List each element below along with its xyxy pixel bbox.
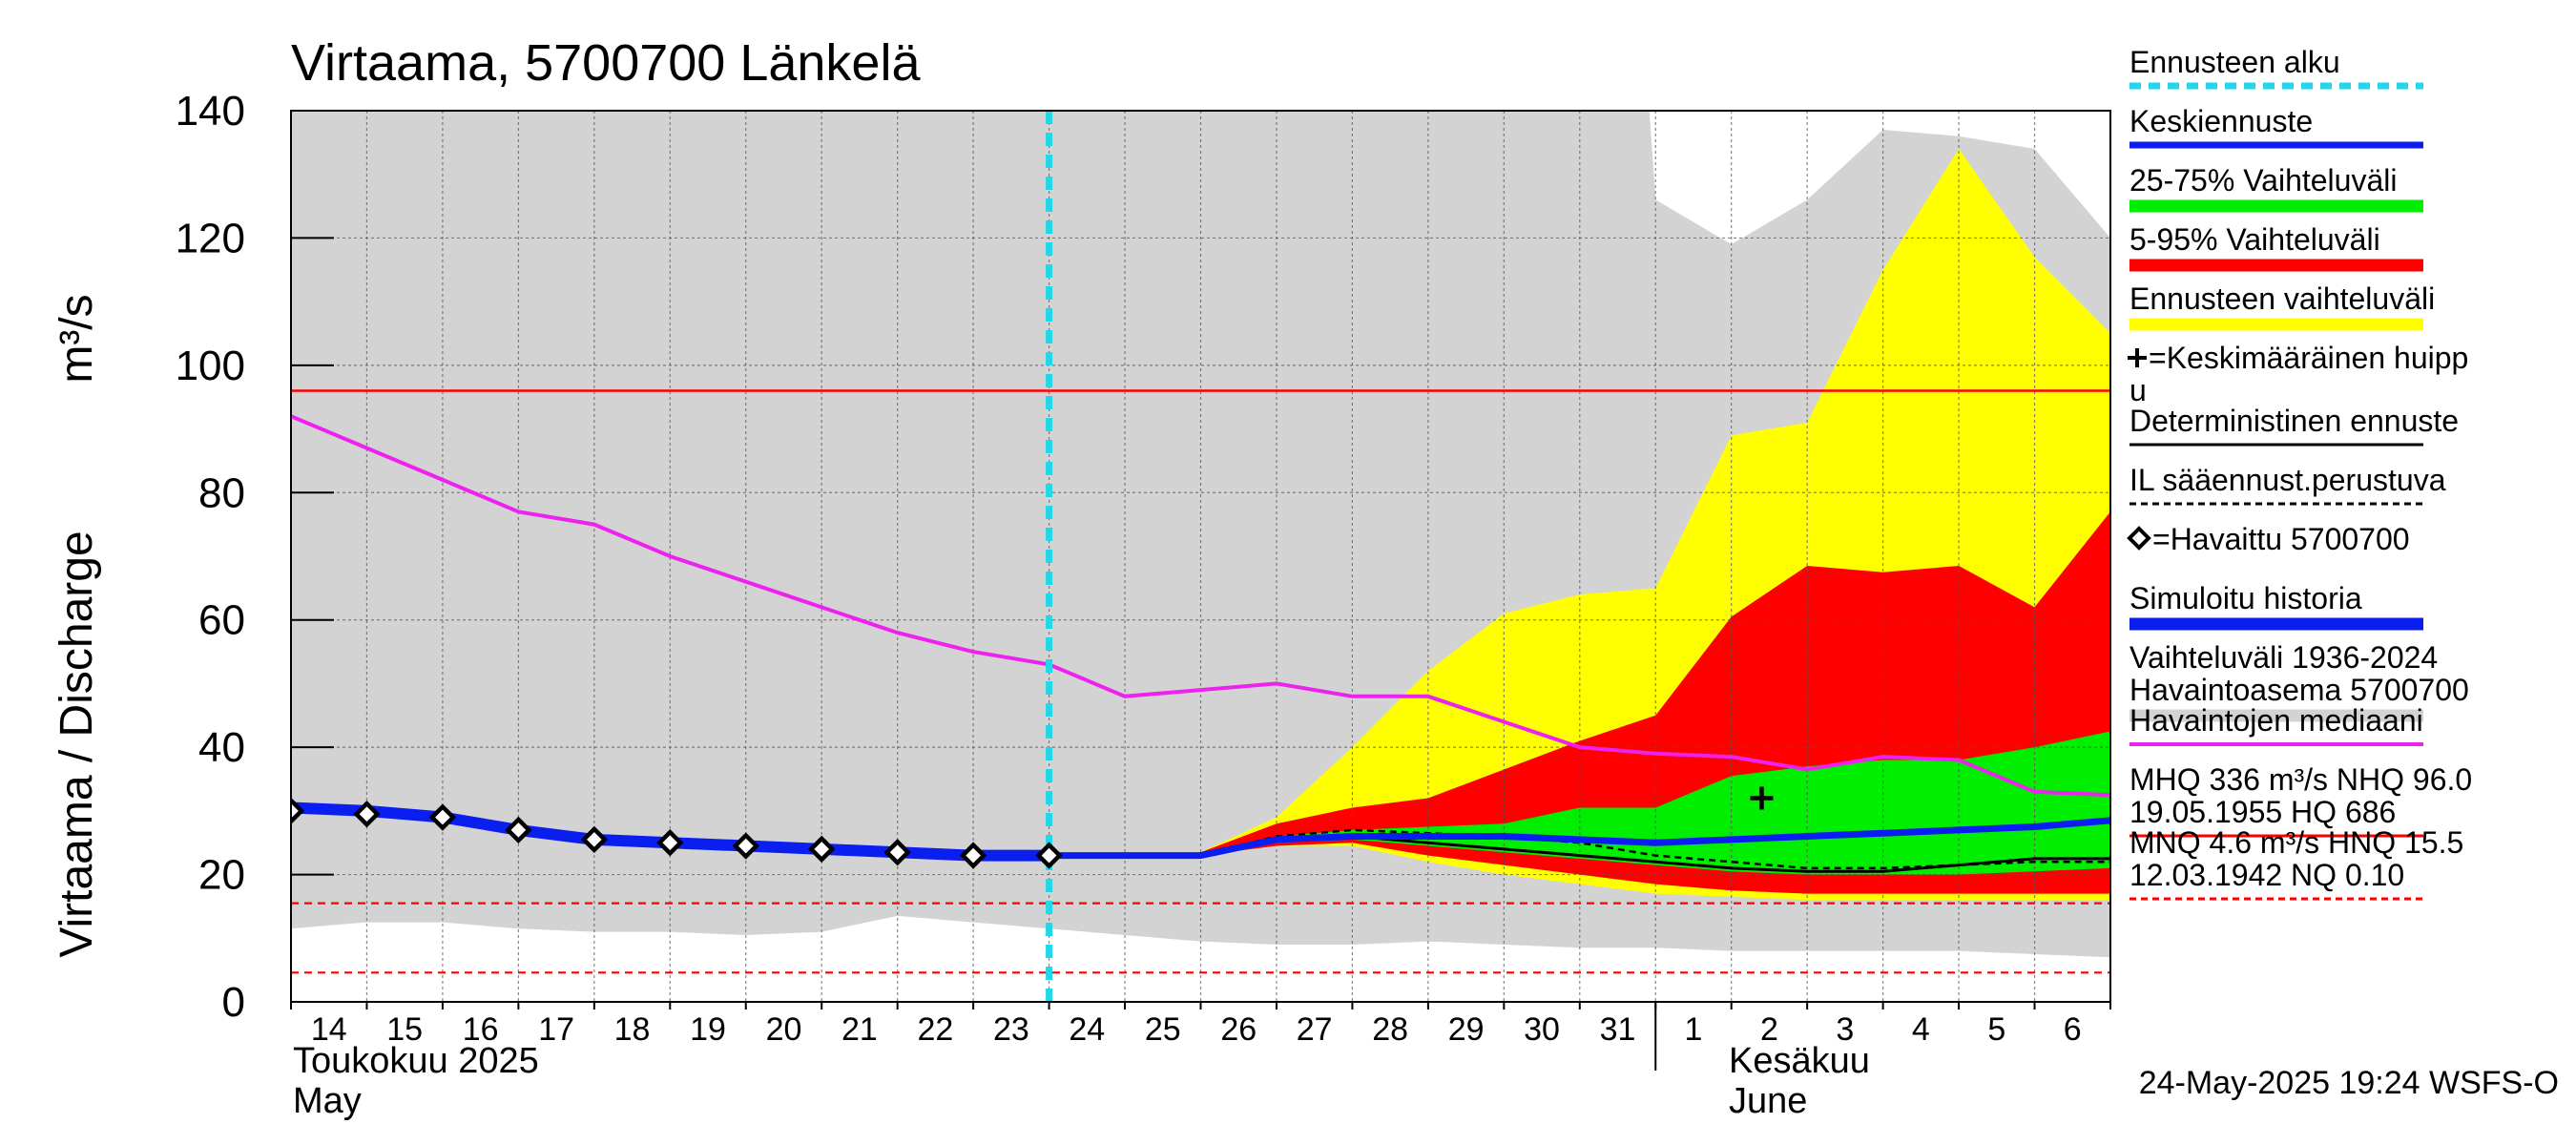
observed-point — [883, 839, 911, 866]
legend-label: Havaintojen mediaani — [2129, 703, 2423, 738]
y-axis-unit: m³/s — [52, 294, 102, 383]
legend-item-p25_75: 25-75% Vaihteluväli — [2129, 163, 2423, 213]
x-tick-label: 21 — [841, 1011, 878, 1048]
legend-label: MNQ 4.6 m³/s HNQ 15.5 — [2129, 825, 2463, 860]
legend-item-mean_forecast: Keskiennuste — [2129, 104, 2423, 149]
legend-item-simulated: Simuloitu historia — [2129, 581, 2423, 631]
legend-label-2: 12.03.1942 NQ 0.10 — [2129, 858, 2404, 892]
x-tick-label: 29 — [1448, 1011, 1485, 1048]
legend-label: Vaihteluväli 1936-2024 — [2129, 640, 2438, 675]
legend-label: Ennusteen alku — [2129, 45, 2340, 79]
timestamp: 24-May-2025 19:24 WSFS-O — [2139, 1065, 2559, 1101]
observed-point — [808, 835, 836, 864]
mean-forecast-line — [1049, 817, 2110, 860]
plot-area — [291, 111, 2110, 1002]
legend-item-observed: =Havaittu 5700700 — [2127, 522, 2410, 556]
legend-item-forecast_start: Ennusteen alku — [2129, 45, 2423, 90]
x-tick-label: 26 — [1220, 1011, 1257, 1048]
x-tick-label: 5 — [1987, 1011, 2005, 1048]
x-tick-label: 27 — [1297, 1011, 1333, 1048]
legend-item-mnq: MNQ 4.6 m³/s HNQ 15.512.03.1942 NQ 0.10 — [2129, 825, 2463, 901]
legend-item-deterministic: Deterministinen ennuste — [2129, 404, 2459, 447]
legend-label-2: u — [2129, 373, 2147, 407]
legend-label: 25-75% Vaihteluväli — [2129, 163, 2397, 198]
x-tick-label: 22 — [917, 1011, 953, 1048]
observed-point — [732, 832, 759, 860]
legend-item-hist_range: Vaihteluväli 1936-2024 Havaintoasema 570… — [2129, 640, 2469, 722]
x-tick-label: 17 — [538, 1011, 574, 1048]
x-tick-label: 15 — [386, 1011, 423, 1048]
mean-peak-marker — [1750, 786, 1774, 810]
x-tick-label: 3 — [1836, 1011, 1854, 1048]
x-tick-label: 16 — [463, 1011, 499, 1048]
y-tick-label: 140 — [176, 88, 245, 135]
y-tick-label: 20 — [198, 852, 245, 899]
x-tick-label: 14 — [311, 1011, 347, 1048]
x-tick-label: 23 — [993, 1011, 1029, 1048]
legend-label: Simuloitu historia — [2129, 581, 2362, 615]
x-tick-label: 4 — [1912, 1011, 1930, 1048]
legend-label: IL sääennust.perustuva — [2129, 463, 2446, 497]
legend-label: Keskiennuste — [2129, 104, 2313, 138]
month-label-may-en: May — [293, 1081, 362, 1121]
legend-label: =Havaittu 5700700 — [2152, 522, 2410, 556]
plot-content — [291, 111, 2110, 1002]
legend-peak-icon — [2128, 348, 2147, 367]
month-label-june-en: June — [1729, 1081, 1807, 1121]
observed-point — [291, 797, 305, 825]
y-tick-label: 60 — [198, 597, 245, 644]
y-tick-label: 100 — [176, 343, 245, 389]
legend-label: MHQ 336 m³/s NHQ 96.0 — [2129, 762, 2472, 797]
observed-point — [959, 842, 987, 869]
x-tick-label: 31 — [1600, 1011, 1636, 1048]
y-tick-label: 80 — [198, 469, 245, 516]
median-line — [291, 414, 2110, 798]
y-tick-label: 0 — [222, 979, 245, 1026]
x-tick-label: 18 — [614, 1011, 651, 1048]
x-tick-label: 19 — [690, 1011, 726, 1048]
y-tick-label: 120 — [176, 215, 245, 261]
legend-label: 5-95% Vaihteluväli — [2129, 222, 2380, 257]
x-tick-label: 25 — [1145, 1011, 1181, 1048]
legend-observed-icon — [2127, 526, 2151, 551]
x-tick-label: 2 — [1760, 1011, 1778, 1048]
legend-item-mhq: MHQ 336 m³/s NHQ 96.019.05.1955 HQ 686 — [2129, 762, 2472, 838]
month-label-may-fi: Toukokuu 2025 — [293, 1041, 539, 1081]
legend-label: =Keskimääräinen huipp — [2149, 341, 2468, 375]
x-tick-label: 24 — [1069, 1011, 1105, 1048]
x-tick-label: 6 — [2064, 1011, 2082, 1048]
legend-item-p5_95: 5-95% Vaihteluväli — [2129, 222, 2423, 272]
x-tick-label: 1 — [1685, 1011, 1703, 1048]
legend-item-median: Havaintojen mediaani — [2129, 703, 2423, 746]
legend-label-2: Havaintoasema 5700700 — [2129, 673, 2469, 707]
legend-item-forecast_range: Ennusteen vaihteluväli — [2129, 281, 2435, 331]
observed-point — [428, 803, 457, 831]
y-axis-label: Virtaama / Discharge — [52, 531, 102, 957]
month-label-june-fi: Kesäkuu — [1729, 1041, 1870, 1081]
x-tick-label: 30 — [1524, 1011, 1560, 1048]
legend-item-il_forecast: IL sääennust.perustuva — [2129, 463, 2446, 506]
chart-title: Virtaama, 5700700 Länkelä — [291, 34, 921, 92]
observed-point — [656, 829, 684, 857]
observed-point — [353, 801, 381, 828]
legend-label-2: 19.05.1955 HQ 686 — [2129, 795, 2396, 829]
x-tick-label: 28 — [1372, 1011, 1408, 1048]
legend-label: Deterministinen ennuste — [2129, 404, 2459, 438]
legend-label: Ennusteen vaihteluväli — [2129, 281, 2435, 316]
observed-point — [580, 825, 609, 854]
legend: Ennusteen alku Keskiennuste 25-75% Vaihtel… — [2127, 45, 2472, 901]
y-tick-label: 40 — [198, 724, 245, 771]
observed-point — [505, 816, 532, 844]
x-tick-label: 20 — [766, 1011, 802, 1048]
observed-point — [1035, 842, 1063, 869]
